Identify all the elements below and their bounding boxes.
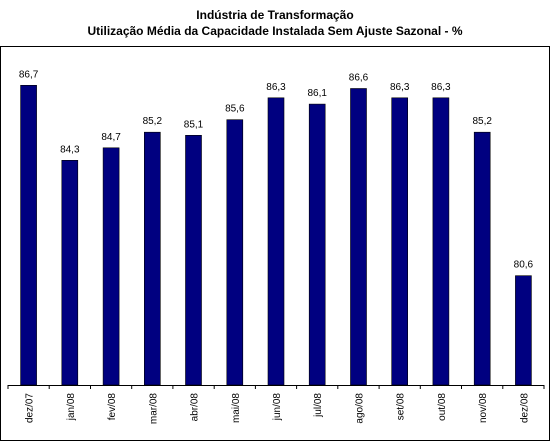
data-label-fev-08: 84,7 [101, 132, 121, 143]
bar-abr-08 [185, 135, 202, 386]
x-tick-label-dez-07: dez/07 [25, 393, 36, 423]
data-label-dez-07: 86,7 [19, 69, 39, 80]
x-tick-label-dez-08: dez/08 [519, 393, 530, 423]
x-tick-label-abr-08: abr/08 [190, 393, 201, 422]
chart-subtitle: Utilização Média da Capacidade Instalada… [87, 24, 463, 38]
data-label-set-08: 86,3 [390, 82, 410, 93]
bar-dez-07 [20, 85, 37, 386]
x-tick-label-jun-08: jun/08 [272, 393, 283, 422]
data-label-mai-08: 85,6 [225, 104, 245, 115]
bar-jul-08 [308, 103, 326, 386]
x-tick-label-nov-08: nov/08 [478, 393, 489, 423]
bar-out-08 [432, 97, 450, 386]
bar-ago-08 [350, 88, 367, 386]
x-ticks-group: dez/07 jan/08 fev/08 mar/08 abr/08 mai/08 jun/… [7, 385, 545, 425]
bars-group [20, 85, 532, 386]
x-tick-label-fev-08: fev/08 [107, 393, 118, 421]
data-label-jun-08: 86,3 [266, 82, 286, 93]
data-label-abr-08: 85,1 [184, 119, 204, 130]
bar-jun-08 [267, 97, 285, 386]
x-tick-label-mar-08: mar/08 [148, 393, 159, 425]
data-label-nov-08: 85,2 [472, 116, 492, 127]
bar-nov-08 [473, 131, 491, 386]
chart-title: Indústria de Transformação [196, 8, 354, 22]
bar-fev-08 [102, 147, 120, 386]
data-label-mar-08: 85,2 [143, 116, 163, 127]
data-label-jul-08: 86,1 [307, 88, 327, 99]
x-tick-label-jul-08: jul/08 [313, 393, 324, 418]
bar-set-08 [391, 97, 409, 386]
bar-jan-08 [61, 160, 79, 386]
bar-dez-08 [515, 275, 532, 386]
bar-mai-08 [226, 119, 244, 386]
x-tick-label-out-08: out/08 [437, 393, 448, 421]
x-tick-label-set-08: set/08 [396, 393, 407, 421]
data-label-out-08: 86,3 [431, 82, 451, 93]
x-tick-label-mai-08: mai/08 [231, 393, 242, 423]
data-label-dez-08: 80,6 [514, 260, 534, 271]
x-tick-label-ago-08: ago/08 [355, 393, 366, 424]
value-labels-group: 86,7 84,3 84,7 85,2 85,1 85,6 86,3 86,1 86,6 86,3… [19, 69, 534, 270]
x-tick-label-jan-08: jan/08 [66, 393, 77, 422]
data-label-ago-08: 86,6 [349, 73, 369, 84]
data-label-jan-08: 84,3 [60, 144, 80, 155]
bar-mar-08 [144, 131, 161, 386]
